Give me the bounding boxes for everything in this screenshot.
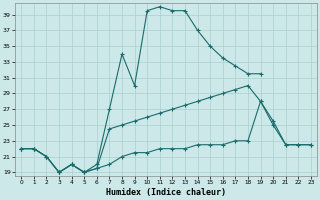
X-axis label: Humidex (Indice chaleur): Humidex (Indice chaleur) xyxy=(106,188,226,197)
